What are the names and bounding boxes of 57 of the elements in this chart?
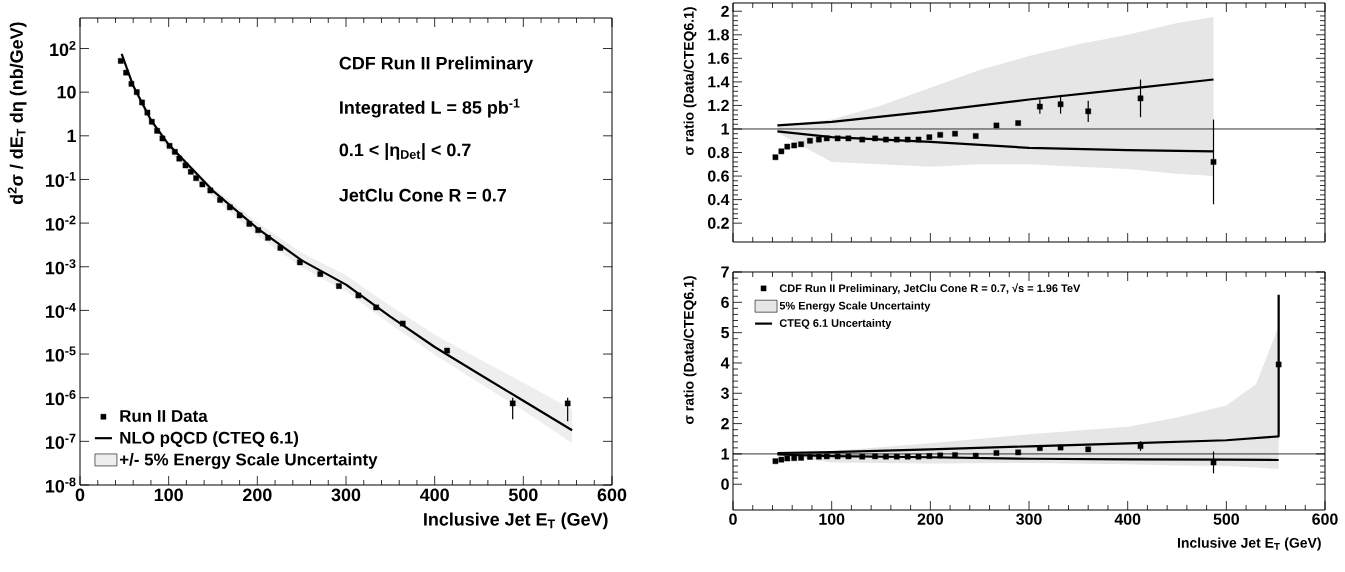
- x-axis-title: Inclusive Jet E$_{T}$ (GeV): [1177, 537, 1321, 551]
- y-tick-label: 10$^{-4}$: [46, 302, 76, 318]
- y-tick-label: 10$^{-7}$: [46, 433, 76, 449]
- x-tick-label: 500: [508, 488, 538, 502]
- y-tick-label: 10$^{-1}$: [46, 171, 76, 187]
- y-tick-label: 10$^{2}$: [50, 40, 76, 57]
- y-tick-label: 1.2: [708, 99, 729, 111]
- annotation: JetClu Cone R = 0.7: [339, 188, 506, 202]
- y-tick-label: 6: [721, 296, 729, 308]
- y-tick-label: 2: [721, 5, 729, 17]
- y-tick-label: 5: [721, 327, 730, 339]
- y-tick-label: 0.4: [707, 193, 730, 206]
- y-tick-label: 1.6: [708, 52, 729, 64]
- legend-label: CTEQ 6.1 Uncertainty: [779, 318, 892, 330]
- legend-label: Run II Data: [120, 410, 208, 422]
- y-tick-label: 1.4: [708, 76, 730, 88]
- annotation: CDF Run II Preliminary: [339, 56, 534, 74]
- y-tick-label: 10$^{-8}$: [46, 477, 76, 493]
- y-tick-label: 1: [67, 129, 76, 142]
- y-tick-label: 0.6: [707, 170, 729, 182]
- y-tick-label: 10$^{-3}$: [46, 259, 76, 275]
- annotation: 0.1 < |η$_{Det}$| < 0.7: [339, 143, 471, 161]
- x-tick-label: 500: [1213, 513, 1239, 525]
- y-axis-title: σ ratio (Data/CTEQ6.1): [683, 276, 697, 425]
- y-tick-label: 7: [721, 266, 729, 278]
- x-tick-label: 300: [331, 488, 361, 502]
- x-tick-label: 100: [819, 513, 845, 525]
- x-tick-label: 200: [243, 488, 272, 502]
- x-tick-label: 400: [419, 488, 449, 502]
- legend-label: CDF Run II Preliminary, JetClu Cone R = 0.7, √s = 1.96 TeV: [779, 283, 1081, 295]
- legend-label: 5% Energy Scale Uncertainty: [779, 301, 931, 312]
- y-tick-label: 1.8: [708, 29, 729, 41]
- y-tick-label: 10: [57, 85, 76, 99]
- y-tick-label: 10$^{-2}$: [46, 215, 76, 231]
- x-tick-label: 600: [597, 488, 627, 502]
- y-axis-title: d$^{2}$σ / dE$_{T}$ dη (nb/GeV): [7, 22, 27, 205]
- x-tick-label: 200: [917, 513, 943, 525]
- y-tick-label: 2: [721, 418, 729, 430]
- legend-label: NLO pQCD (CTEQ 6.1): [120, 431, 299, 448]
- y-tick-label: 0.8: [707, 146, 729, 159]
- y-axis-title: σ ratio (Data/CTEQ6.1): [683, 7, 697, 156]
- y-tick-label: 3: [720, 387, 729, 399]
- y-tick-label: 1: [721, 123, 730, 135]
- y-tick-label: 0: [721, 478, 729, 490]
- y-tick-label: 10$^{-5}$: [46, 346, 76, 362]
- x-tick-label: 300: [1016, 513, 1042, 525]
- y-tick-label: 4: [720, 357, 730, 369]
- x-tick-label: 100: [154, 488, 183, 502]
- x-axis-title: Inclusive Jet E$_{T}$ (GeV): [424, 512, 608, 530]
- x-tick-label: 600: [1312, 513, 1338, 525]
- annotation: Integrated L = 85 pb$^{-1}$: [340, 98, 520, 118]
- x-tick-label: 400: [1114, 513, 1141, 525]
- y-tick-label: 0.2: [707, 217, 729, 229]
- y-tick-label: 10$^{-6}$: [46, 390, 76, 406]
- x-tick-label: 0: [75, 488, 85, 502]
- legend-label: +/- 5% Energy Scale Uncertainty: [119, 453, 378, 469]
- y-tick-label: 1: [721, 448, 730, 460]
